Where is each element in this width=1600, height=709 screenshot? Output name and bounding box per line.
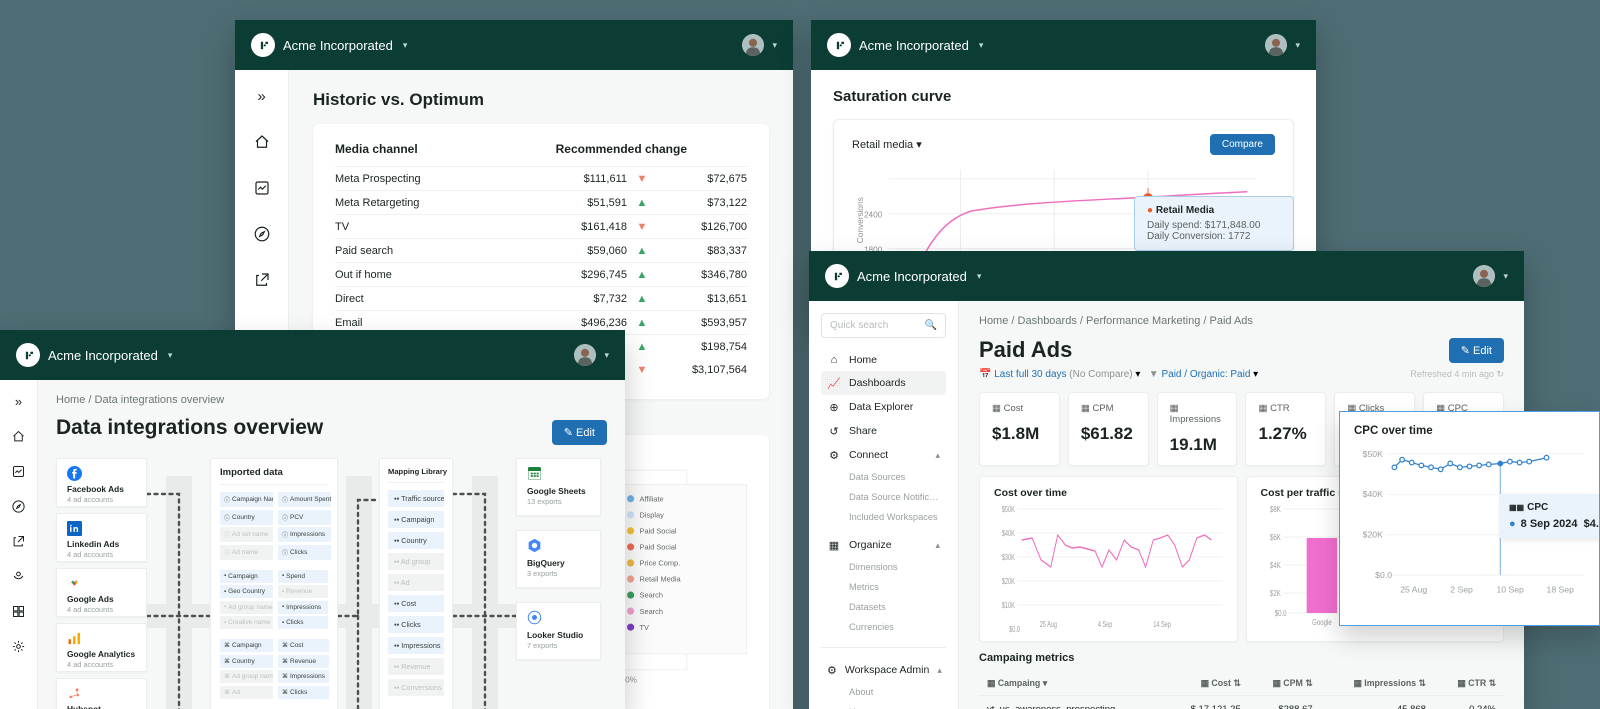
svg-text:25 Aug: 25 Aug [1400,584,1427,594]
svg-text:$4K: $4K [1269,561,1280,570]
svg-text:$10K: $10K [1002,602,1015,610]
svg-text:$20K: $20K [1002,578,1015,586]
svg-text:Retail Media: Retail Media [640,575,682,584]
svg-text:Price Comp.: Price Comp. [640,559,681,568]
svg-text:$2K: $2K [1269,589,1280,598]
svg-text:2 Sep: 2 Sep [1450,584,1473,594]
svg-text:Conversions: Conversions [856,197,865,243]
svg-text:$50K: $50K [1363,449,1383,459]
svg-text:Search: Search [640,591,663,600]
svg-text:TV: TV [640,623,650,632]
svg-text:$40K: $40K [1363,489,1383,499]
svg-text:$30K: $30K [1002,554,1015,562]
svg-text:$0.0: $0.0 [1375,570,1392,580]
svg-text:25 Aug: 25 Aug [1040,621,1057,629]
svg-text:$40K: $40K [1002,530,1015,538]
svg-text:14 Sep: 14 Sep [1153,621,1171,629]
svg-text:$8K: $8K [1269,505,1280,514]
svg-text:Paid Social: Paid Social [640,527,677,536]
svg-text:Google: Google [1312,618,1332,627]
svg-text:4 Sep: 4 Sep [1098,621,1113,629]
svg-text:2400: 2400 [864,210,883,219]
svg-text:Search: Search [640,607,663,616]
svg-text:$0.0: $0.0 [1274,609,1286,618]
svg-text:$50K: $50K [1002,506,1015,514]
svg-text:Display: Display [640,510,665,519]
svg-text:$20K: $20K [1363,530,1383,540]
svg-text:10 Sep: 10 Sep [1496,584,1524,594]
svg-text:$6K: $6K [1269,533,1280,542]
svg-text:$0.0: $0.0 [1009,626,1020,634]
svg-text:Paid Social: Paid Social [640,543,677,552]
svg-text:Affiliate: Affiliate [640,494,664,503]
svg-text:18 Sep: 18 Sep [1547,584,1575,594]
